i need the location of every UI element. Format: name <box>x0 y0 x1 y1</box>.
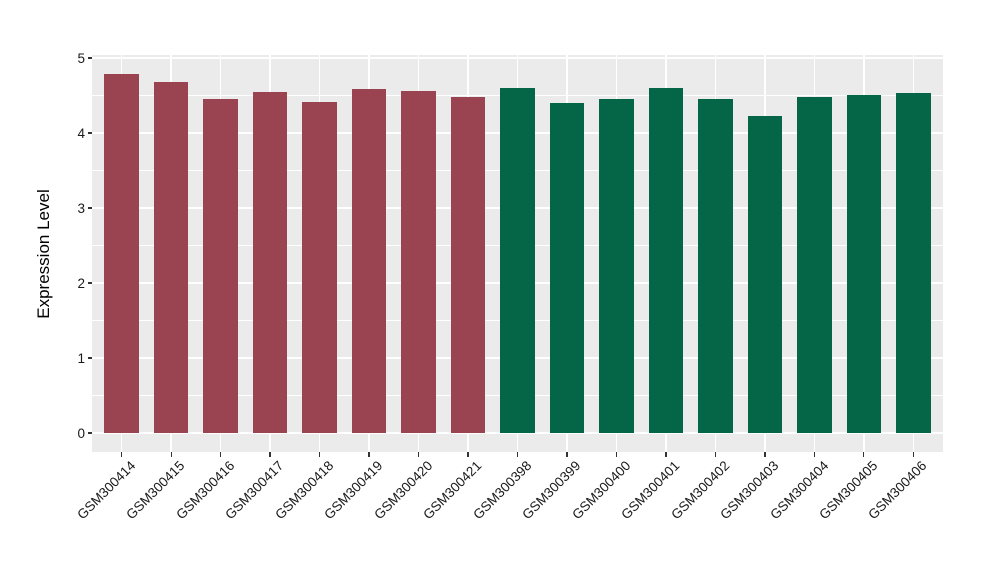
bar-GSM300400 <box>599 99 634 433</box>
y-tick-mark <box>87 357 92 359</box>
bar-GSM300402 <box>698 98 733 433</box>
bar-GSM300415 <box>153 82 189 433</box>
x-tick-mark <box>269 452 271 457</box>
bar-GSM300399 <box>549 103 585 433</box>
bar-GSM300404 <box>797 97 832 433</box>
y-tick-mark <box>87 282 92 284</box>
bar-GSM300403 <box>747 115 783 433</box>
x-tick-mark <box>467 452 469 457</box>
y-tick-mark <box>87 432 92 434</box>
bar-GSM300420 <box>401 91 436 433</box>
y-tick-label: 1 <box>77 350 85 366</box>
y-tick-mark <box>87 207 92 209</box>
x-tick-mark <box>516 452 519 457</box>
x-tick-mark <box>813 452 816 457</box>
y-tick-label: 0 <box>77 425 85 441</box>
x-tick-mark <box>219 452 222 457</box>
x-tick-mark <box>368 452 370 457</box>
x-tick-mark <box>170 452 172 457</box>
x-tick-mark <box>863 452 865 457</box>
bar-GSM300418 <box>302 101 337 433</box>
x-tick-mark <box>615 452 618 457</box>
x-tick-mark <box>121 452 123 457</box>
bar-GSM300414 <box>104 73 139 433</box>
bar-GSM300405 <box>846 94 882 433</box>
y-tick-label: 4 <box>77 125 85 141</box>
bar-GSM300416 <box>203 99 238 433</box>
y-tick-label: 2 <box>77 275 85 291</box>
x-tick-mark <box>566 452 568 457</box>
x-tick-mark <box>714 452 717 457</box>
bar-GSM300417 <box>252 91 288 433</box>
y-tick-mark <box>87 132 92 134</box>
x-tick-mark <box>912 452 914 457</box>
x-tick-mark <box>665 452 667 457</box>
bar-GSM300398 <box>500 88 535 433</box>
y-tick-mark <box>87 57 92 59</box>
y-tick-label: 5 <box>77 50 85 66</box>
bar-GSM300419 <box>351 88 387 433</box>
bar-GSM300421 <box>450 97 486 433</box>
y-axis-title: Expression Level <box>34 189 53 319</box>
plot-panel <box>92 55 943 452</box>
bar-GSM300406 <box>896 92 931 433</box>
bar-GSM300401 <box>648 88 684 433</box>
y-tick-label: 3 <box>77 200 85 216</box>
x-tick-mark <box>764 452 766 457</box>
x-tick-mark <box>417 452 420 457</box>
x-tick-mark <box>318 452 321 457</box>
